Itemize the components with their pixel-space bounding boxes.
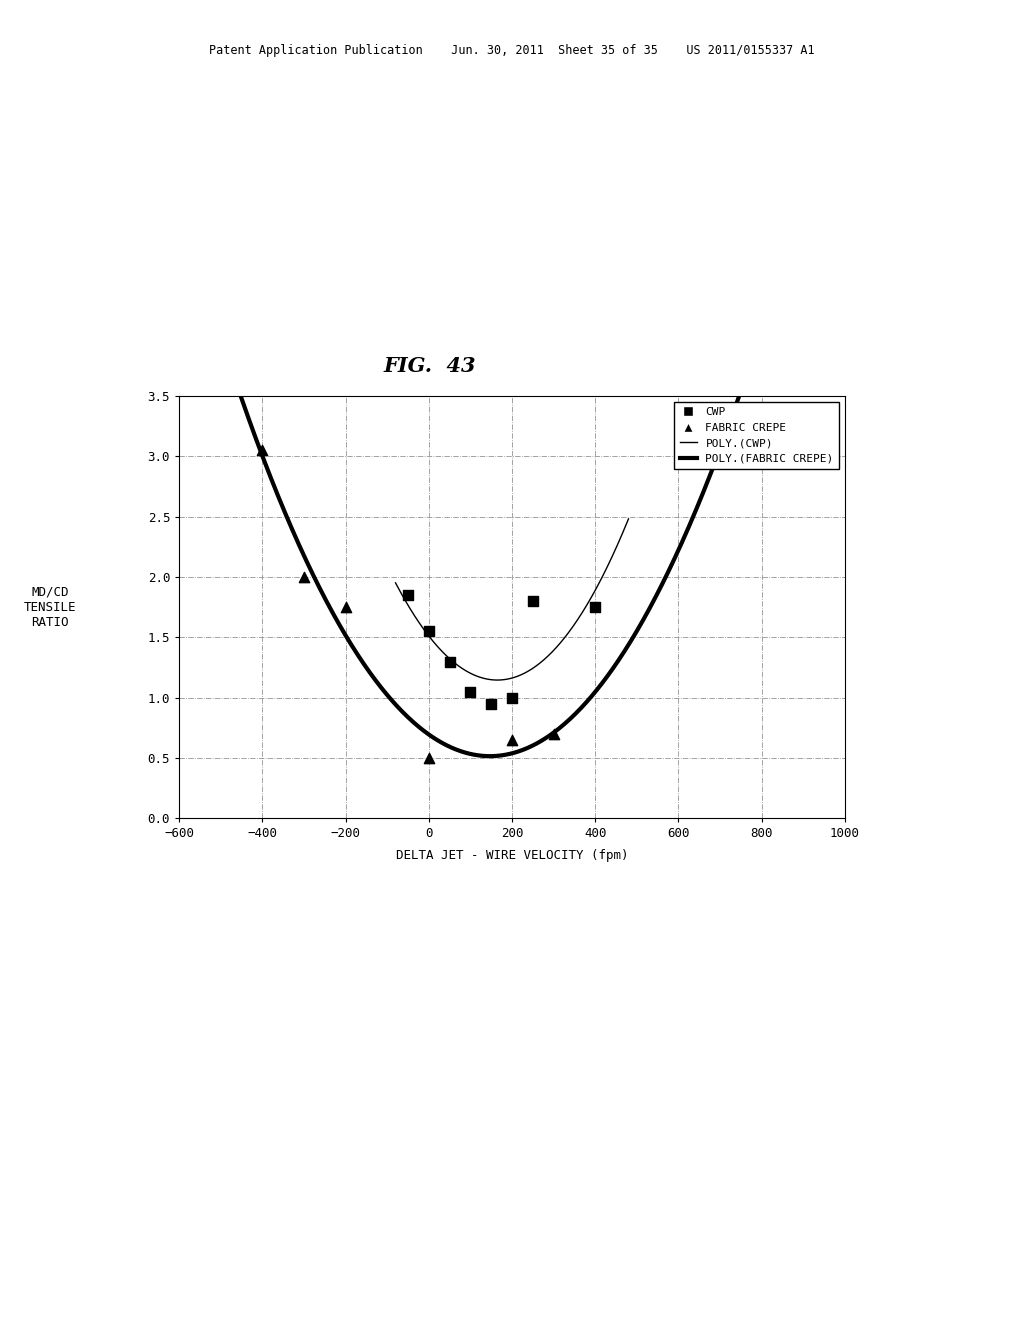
Point [712, 440, 728, 461]
Point [337, 597, 354, 618]
Point [399, 585, 416, 606]
Point [483, 693, 500, 714]
Point [504, 730, 520, 751]
Point [441, 651, 458, 672]
Text: Patent Application Publication    Jun. 30, 2011  Sheet 35 of 35    US 2011/01553: Patent Application Publication Jun. 30, … [209, 44, 815, 57]
Point [421, 620, 437, 642]
Point [462, 681, 478, 702]
Legend: CWP, FABRIC CREPE, POLY.(CWP), POLY.(FABRIC CREPE): CWP, FABRIC CREPE, POLY.(CWP), POLY.(FAB… [675, 401, 840, 470]
Text: FIG.  43: FIG. 43 [384, 356, 476, 376]
Point [587, 597, 603, 618]
Point [524, 590, 541, 611]
Point [546, 723, 562, 744]
Y-axis label: MD/CD
TENSILE
RATIO: MD/CD TENSILE RATIO [24, 586, 76, 628]
Point [296, 566, 312, 587]
Point [254, 440, 270, 461]
Point [421, 747, 437, 768]
Point [504, 688, 520, 709]
X-axis label: DELTA JET - WIRE VELOCITY (fpm): DELTA JET - WIRE VELOCITY (fpm) [395, 849, 629, 862]
